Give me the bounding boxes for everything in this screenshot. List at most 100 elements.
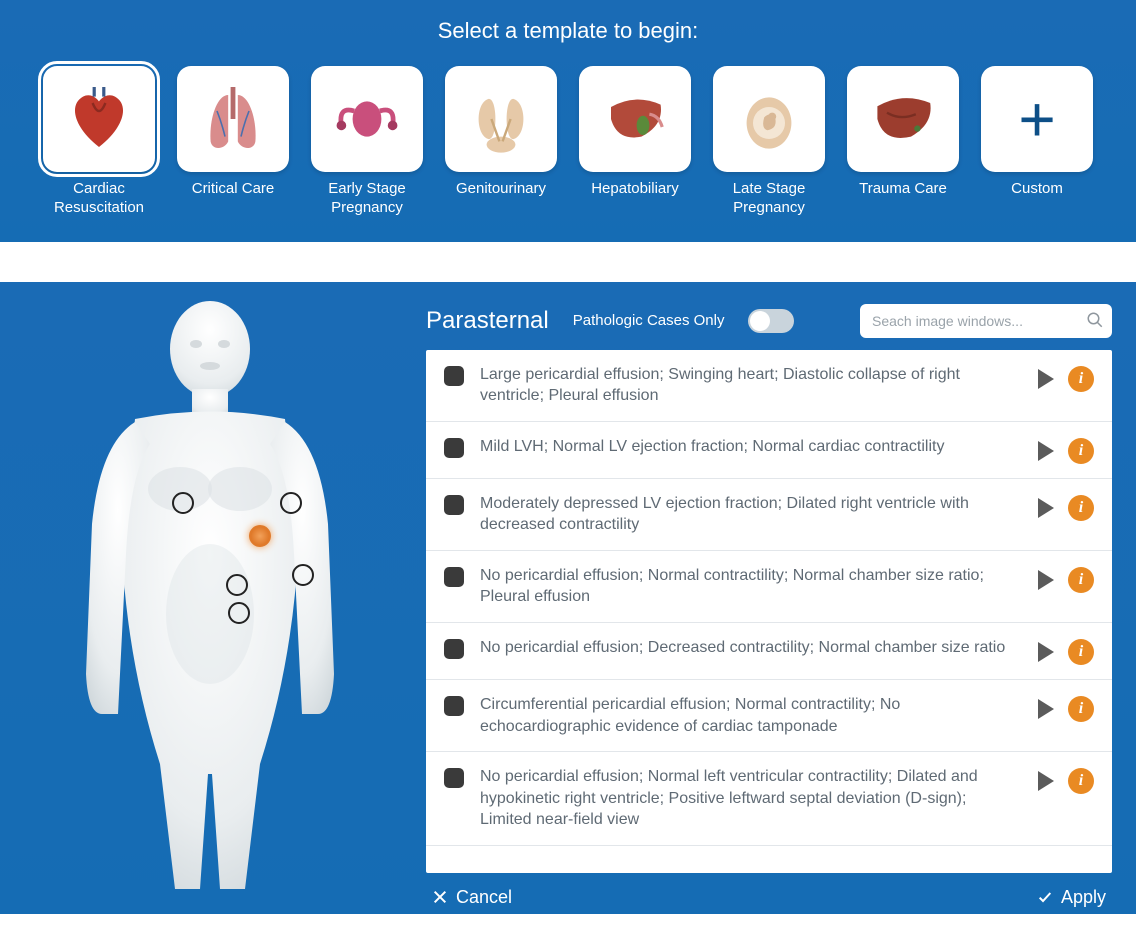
uterus-early-icon [327,79,407,159]
search-wrap [860,304,1112,338]
case-checkbox[interactable] [444,567,464,587]
case-item: No pericardial effusion; Normal contract… [426,551,1112,623]
template-label: Genitourinary [456,180,546,199]
play-icon[interactable] [1038,570,1054,590]
search-input[interactable] [860,304,1112,338]
panel-right: Parasternal Pathologic Cases Only Large … [420,282,1136,914]
template-card-plus[interactable]: + Custom [981,66,1093,218]
template-card-kidneys[interactable]: Genitourinary [445,66,557,218]
liver-icon [863,79,943,159]
case-text: No pericardial effusion; Normal left ven… [480,766,1022,831]
template-tile[interactable] [311,66,423,172]
lungs-icon [193,79,273,159]
case-text: Mild LVH; Normal LV ejection fraction; N… [480,436,1022,458]
template-row: Cardiac Resuscitation Critical Care Early … [10,66,1126,218]
case-item: Mild LVH; Normal LV ejection fraction; N… [426,422,1112,479]
body-marker-2[interactable] [249,525,271,547]
case-checkbox[interactable] [444,696,464,716]
case-text: Large pericardial effusion; Swinging hea… [480,364,1022,407]
template-tile[interactable] [713,66,825,172]
cancel-label: Cancel [456,887,512,908]
template-card-heart[interactable]: Cardiac Resuscitation [43,66,155,218]
template-label: Critical Care [192,180,275,199]
case-checkbox[interactable] [444,495,464,515]
body-marker-4[interactable] [292,564,314,586]
template-card-lungs[interactable]: Critical Care [177,66,289,218]
main-panel: Parasternal Pathologic Cases Only Large … [0,282,1136,914]
play-icon[interactable] [1038,771,1054,791]
panel-title: Parasternal [426,307,549,335]
case-text: No pericardial effusion; Normal contract… [480,565,1022,608]
case-item: Moderately depressed LV ejection fractio… [426,479,1112,551]
footer-bar: Cancel Apply [426,873,1112,914]
template-card-liver[interactable]: Trauma Care [847,66,959,218]
case-actions: i [1038,438,1094,464]
template-tile[interactable] [43,66,155,172]
case-checkbox[interactable] [444,639,464,659]
pathologic-toggle[interactable] [748,309,794,333]
case-item: No pericardial effusion; Normal left ven… [426,752,1112,846]
pathologic-toggle-label: Pathologic Cases Only [573,312,725,329]
template-strip: Select a template to begin: Cardiac Resu… [0,0,1136,242]
apply-button[interactable]: Apply [1037,887,1106,908]
case-checkbox[interactable] [444,438,464,458]
body-marker-1[interactable] [280,492,302,514]
template-label: Trauma Care [859,180,947,199]
play-icon[interactable] [1038,699,1054,719]
info-icon[interactable]: i [1068,696,1094,722]
case-actions: i [1038,639,1094,665]
template-card-liver-gb[interactable]: Hepatobiliary [579,66,691,218]
liver-gb-icon [595,79,675,159]
play-icon[interactable] [1038,369,1054,389]
template-label: Hepatobiliary [591,180,679,199]
check-icon [1037,889,1053,905]
fetus-icon [729,79,809,159]
case-actions: i [1038,366,1094,392]
kidneys-icon [461,79,541,159]
info-icon[interactable]: i [1068,639,1094,665]
case-item: Circumferential pericardial effusion; No… [426,680,1112,752]
plus-icon: + [1018,82,1055,156]
template-card-fetus[interactable]: Late Stage Pregnancy [713,66,825,218]
case-actions: i [1038,768,1094,794]
template-label: Late Stage Pregnancy [713,180,825,218]
body-marker-5[interactable] [228,602,250,624]
case-checkbox[interactable] [444,366,464,386]
case-item: Large pericardial effusion; Swinging hea… [426,350,1112,422]
section-gap [0,242,1136,282]
case-actions: i [1038,495,1094,521]
info-icon[interactable]: i [1068,438,1094,464]
template-tile[interactable] [445,66,557,172]
body-marker-0[interactable] [172,492,194,514]
panel-header: Parasternal Pathologic Cases Only [426,304,1112,338]
template-tile[interactable] [847,66,959,172]
template-strip-title: Select a template to begin: [10,18,1126,44]
body-figure [40,294,380,894]
case-list[interactable]: Large pericardial effusion; Swinging hea… [426,350,1112,873]
play-icon[interactable] [1038,642,1054,662]
template-label: Custom [1011,180,1063,199]
play-icon[interactable] [1038,441,1054,461]
template-label: Early Stage Pregnancy [311,180,423,218]
case-actions: i [1038,567,1094,593]
template-tile[interactable] [579,66,691,172]
template-card-uterus-early[interactable]: Early Stage Pregnancy [311,66,423,218]
info-icon[interactable]: i [1068,366,1094,392]
apply-label: Apply [1061,887,1106,908]
case-text: No pericardial effusion; Decreased contr… [480,637,1022,659]
play-icon[interactable] [1038,498,1054,518]
case-item: No pericardial effusion; Decreased contr… [426,623,1112,680]
info-icon[interactable]: i [1068,495,1094,521]
case-checkbox[interactable] [444,768,464,788]
info-icon[interactable]: i [1068,768,1094,794]
info-icon[interactable]: i [1068,567,1094,593]
close-icon [432,889,448,905]
heart-icon [59,79,139,159]
search-icon [1086,311,1104,329]
template-tile[interactable] [177,66,289,172]
case-text: Circumferential pericardial effusion; No… [480,694,1022,737]
case-actions: i [1038,696,1094,722]
template-tile[interactable]: + [981,66,1093,172]
cancel-button[interactable]: Cancel [432,887,512,908]
body-marker-3[interactable] [226,574,248,596]
